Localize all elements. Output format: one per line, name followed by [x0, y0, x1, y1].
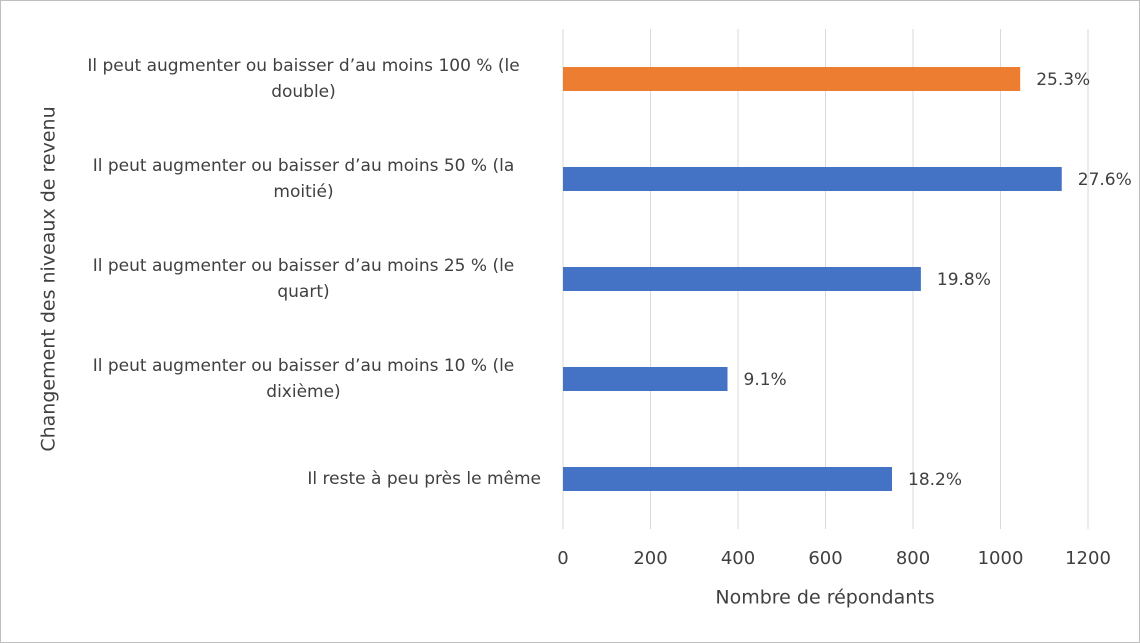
data-label: 9.1%	[744, 370, 787, 390]
x-tick-label: 200	[633, 548, 667, 569]
x-axis-title: Nombre de répondants	[715, 587, 934, 609]
x-tick-label: 0	[557, 548, 568, 569]
y-tick-label: Il reste à peu près le même	[307, 469, 541, 489]
category-label-box: Il peut augmenter ou baisser d’au moins …	[61, 129, 541, 229]
category-label-box: Il peut augmenter ou baisser d’au moins …	[61, 29, 541, 129]
y-tick-label: Il peut augmenter ou baisser d’au moins …	[87, 56, 520, 102]
y-tick-label: Il peut augmenter ou baisser d’au moins …	[92, 156, 515, 202]
data-label: 19.8%	[937, 270, 991, 290]
x-tick-label: 1000	[978, 548, 1024, 569]
x-tick-label: 600	[808, 548, 842, 569]
x-tick-label: 1200	[1065, 548, 1111, 569]
bar	[563, 67, 1021, 91]
y-tick-label: Il peut augmenter ou baisser d’au moins …	[92, 256, 515, 302]
category-label-box: Il peut augmenter ou baisser d’au moins …	[61, 329, 541, 429]
bar	[563, 167, 1062, 191]
data-label: 27.6%	[1078, 170, 1132, 190]
x-tick-label: 400	[721, 548, 755, 569]
x-tick-label: 800	[896, 548, 930, 569]
data-label: 18.2%	[908, 470, 962, 490]
bar	[563, 267, 921, 291]
bar	[563, 467, 892, 491]
bar	[563, 367, 728, 391]
category-label-box: Il reste à peu près le même	[61, 429, 541, 529]
category-label-box: Il peut augmenter ou baisser d’au moins …	[61, 229, 541, 329]
y-tick-label: Il peut augmenter ou baisser d’au moins …	[92, 356, 515, 402]
data-label: 25.3%	[1036, 70, 1090, 90]
y-axis-title: Changement des niveaux de revenu	[38, 106, 60, 451]
